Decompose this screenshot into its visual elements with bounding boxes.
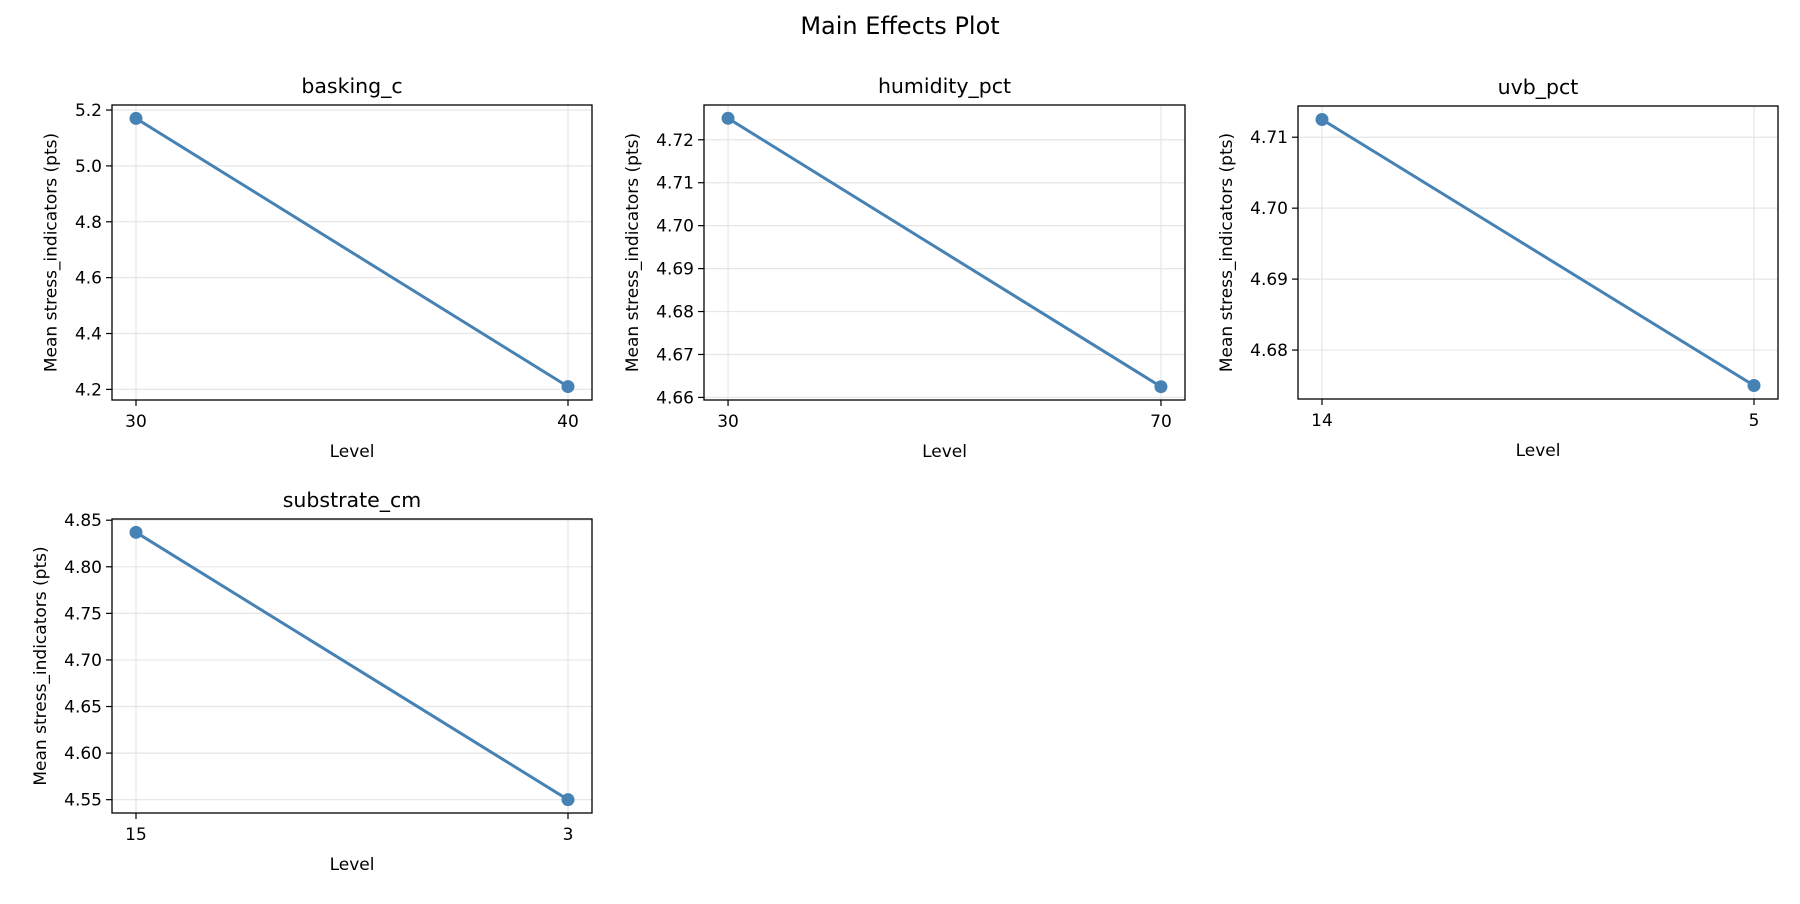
x-axis-label: Level	[1516, 441, 1561, 461]
y-tick-label: 4.68	[1250, 341, 1288, 361]
y-tick-label: 4.6	[75, 269, 102, 289]
x-tick-label: 40	[557, 412, 579, 432]
subplot-title: uvb_pct	[1498, 75, 1579, 100]
axes-frame	[703, 104, 1186, 401]
y-tick-label: 4.65	[64, 698, 102, 718]
axes-frame	[111, 104, 593, 401]
x-tick-label: 3	[563, 825, 574, 845]
data-point-marker	[129, 525, 143, 539]
y-tick-label: 4.55	[64, 791, 102, 811]
y-tick-label: 4.69	[656, 260, 694, 280]
y-tick-label: 4.67	[656, 345, 694, 365]
data-point-marker	[1747, 379, 1761, 393]
data-point-marker	[129, 111, 143, 125]
axes-frame	[1297, 105, 1779, 400]
y-tick-label: 4.70	[656, 217, 694, 237]
subplot-title: basking_c	[301, 74, 402, 99]
data-point-marker	[721, 111, 735, 125]
x-tick-label: 5	[1749, 411, 1760, 431]
axes-frame	[111, 518, 593, 814]
subplot-basking_c: 4.2 4.4 4.6 4.8 5.0 5.2 30 40 basking_c Level Mean…	[42, 74, 593, 462]
y-axis-label: Mean stress_indicators (pts)	[623, 133, 643, 372]
y-tick-label: 4.4	[75, 325, 102, 345]
y-tick-label: 4.70	[1250, 199, 1288, 219]
y-tick-label: 5.2	[75, 101, 102, 121]
y-axis-label: Mean stress_indicators (pts)	[42, 133, 62, 372]
data-point-marker	[1315, 112, 1329, 126]
y-axis-label: Mean stress_indicators (pts)	[31, 546, 51, 785]
y-tick-label: 4.8	[75, 213, 102, 233]
series-line	[727, 117, 1162, 388]
y-axis-label: Mean stress_indicators (pts)	[1217, 133, 1237, 372]
y-tick-label: 4.69	[1250, 270, 1288, 290]
y-tick-label: 4.70	[64, 651, 102, 671]
y-tick-label: 4.2	[75, 380, 102, 400]
data-point-marker	[1154, 380, 1168, 394]
y-tick-label: 4.72	[656, 131, 694, 151]
subplot-uvb_pct: 4.68 4.69 4.70 4.71 14 5 uvb_pct Level Mean stre…	[1217, 75, 1779, 461]
subplot-humidity_pct: 4.66 4.67 4.68 4.69 4.70 4.71 4.72 30 70 humidity…	[623, 74, 1186, 462]
y-tick-label: 5.0	[75, 157, 102, 177]
x-tick-label: 30	[125, 412, 147, 432]
y-tick-label: 4.68	[656, 303, 694, 323]
series-line	[1321, 118, 1755, 387]
data-point-marker	[561, 380, 575, 394]
x-axis-label: Level	[330, 442, 375, 462]
y-tick-label: 4.71	[1250, 128, 1288, 148]
subplot-title: humidity_pct	[878, 74, 1011, 99]
x-axis-label: Level	[330, 855, 375, 875]
figure-title: Main Effects Plot	[800, 12, 1000, 40]
x-tick-label: 15	[125, 825, 147, 845]
series-line	[135, 117, 569, 388]
y-tick-label: 4.66	[656, 388, 694, 408]
subplot-title: substrate_cm	[283, 488, 422, 513]
data-point-marker	[561, 793, 575, 807]
y-tick-label: 4.85	[64, 511, 102, 531]
x-axis-label: Level	[922, 442, 967, 462]
y-tick-label: 4.80	[64, 558, 102, 578]
y-tick-label: 4.71	[656, 174, 694, 194]
subplot-substrate_cm: 4.55 4.60 4.65 4.70 4.75 4.80 4.85 15 3 substrate…	[31, 488, 593, 875]
x-tick-label: 30	[717, 412, 739, 432]
x-tick-label: 70	[1150, 412, 1172, 432]
series-line	[135, 531, 569, 801]
y-tick-label: 4.75	[64, 604, 102, 624]
y-tick-label: 4.60	[64, 744, 102, 764]
x-tick-label: 14	[1311, 411, 1333, 431]
